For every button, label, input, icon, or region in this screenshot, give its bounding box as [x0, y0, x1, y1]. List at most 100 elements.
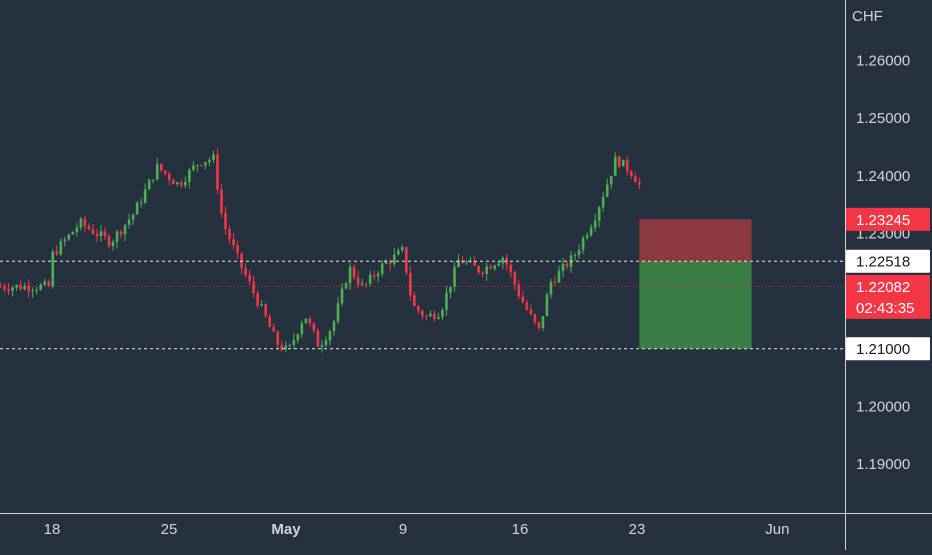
candle-body: [43, 281, 47, 285]
candle-body: [634, 175, 637, 183]
entry-price-tag[interactable]: [846, 249, 930, 273]
target-price-tag-label: 1.21000: [856, 341, 910, 358]
candle-body: [188, 169, 191, 182]
candle-body: [123, 224, 127, 235]
candle-body: [292, 339, 296, 345]
candle-body: [553, 281, 557, 283]
candle-body: [284, 345, 288, 350]
candle-body: [473, 260, 476, 266]
candle-body: [621, 159, 625, 167]
candle-body: [405, 247, 408, 273]
candle-body: [421, 310, 424, 316]
candle-body: [380, 263, 384, 274]
candle-body: [95, 233, 99, 236]
candle-body: [264, 304, 267, 317]
candle-body: [184, 181, 187, 186]
candle-body: [208, 159, 211, 163]
candle-body: [360, 283, 364, 285]
stop-loss-zone[interactable]: [639, 219, 752, 262]
stop-loss-price-tag[interactable]: [846, 207, 930, 231]
candle-body: [19, 284, 22, 290]
candle-body: [497, 263, 501, 266]
candle-body: [340, 288, 344, 304]
candle-body: [139, 202, 143, 204]
candle-body: [348, 266, 352, 284]
candle-body: [75, 227, 79, 232]
x-tick-label: Jun: [765, 521, 789, 538]
current-price-tag-label: 1.22082: [856, 279, 910, 296]
candle-body: [316, 330, 320, 347]
candle-body: [176, 182, 179, 185]
candle-body: [236, 245, 239, 254]
candle-body: [601, 196, 605, 208]
take-profit-zone[interactable]: [639, 261, 752, 349]
candle-body: [461, 260, 464, 264]
candle-body: [300, 323, 304, 335]
candle-body: [151, 179, 155, 181]
candle-body: [433, 313, 436, 319]
candle-body: [521, 296, 525, 303]
candle-body: [617, 156, 621, 167]
candle-body: [344, 283, 348, 289]
candle-body: [308, 318, 312, 324]
current-price-tag[interactable]: [846, 274, 930, 319]
candle-body: [59, 241, 63, 255]
candle-body: [27, 285, 30, 292]
candle-body: [55, 251, 59, 255]
candle-body: [465, 262, 468, 264]
candle-body: [15, 284, 18, 288]
candle-body: [79, 218, 83, 228]
candle-body: [296, 334, 300, 340]
candle-body: [517, 284, 521, 297]
candle-body: [35, 289, 38, 291]
candle-body: [240, 253, 243, 268]
candle-body: [103, 231, 107, 237]
candle-body: [244, 267, 247, 276]
candle-body: [332, 321, 336, 332]
candle-body: [159, 163, 163, 171]
candle-body: [457, 260, 460, 268]
candle-body: [99, 231, 103, 236]
candle-body: [577, 249, 581, 256]
x-tick-label: 18: [44, 521, 61, 538]
candle-body: [91, 229, 95, 234]
candle-body: [276, 331, 280, 345]
candle-body: [489, 266, 492, 269]
x-tick-label: 9: [399, 521, 407, 538]
candle-body: [529, 309, 533, 315]
candle-body: [167, 173, 171, 180]
candle-body: [180, 182, 183, 186]
candle-body: [413, 295, 416, 306]
stop-loss-price-tag-label: 1.23245: [856, 212, 910, 229]
entry-price-tag-label: 1.22518: [856, 254, 910, 271]
candle-body: [324, 340, 328, 346]
candle-body: [545, 294, 549, 317]
candle-body: [212, 154, 215, 160]
candle-body: [501, 257, 505, 264]
candle-body: [7, 289, 10, 291]
candle-body: [372, 274, 376, 277]
candle-body: [581, 237, 585, 250]
candle-body: [67, 234, 71, 240]
candle-body: [589, 227, 593, 236]
candle-body: [336, 303, 340, 322]
target-price-tag[interactable]: [846, 337, 930, 361]
candle-body: [304, 318, 308, 324]
candle-body: [143, 189, 147, 203]
y-tick-label: 1.20000: [856, 398, 910, 415]
candle-body: [597, 207, 601, 221]
candle-body: [453, 267, 456, 287]
candle-body: [39, 284, 42, 290]
candle-body: [171, 179, 175, 185]
candle-body: [107, 236, 111, 247]
candle-body: [111, 241, 115, 247]
candle-body: [268, 316, 272, 328]
candle-body: [425, 315, 428, 317]
candle-body: [441, 309, 444, 318]
candle-body: [573, 255, 577, 257]
candle-body: [63, 239, 67, 242]
candle-body: [437, 317, 440, 319]
candle-body: [280, 344, 284, 350]
